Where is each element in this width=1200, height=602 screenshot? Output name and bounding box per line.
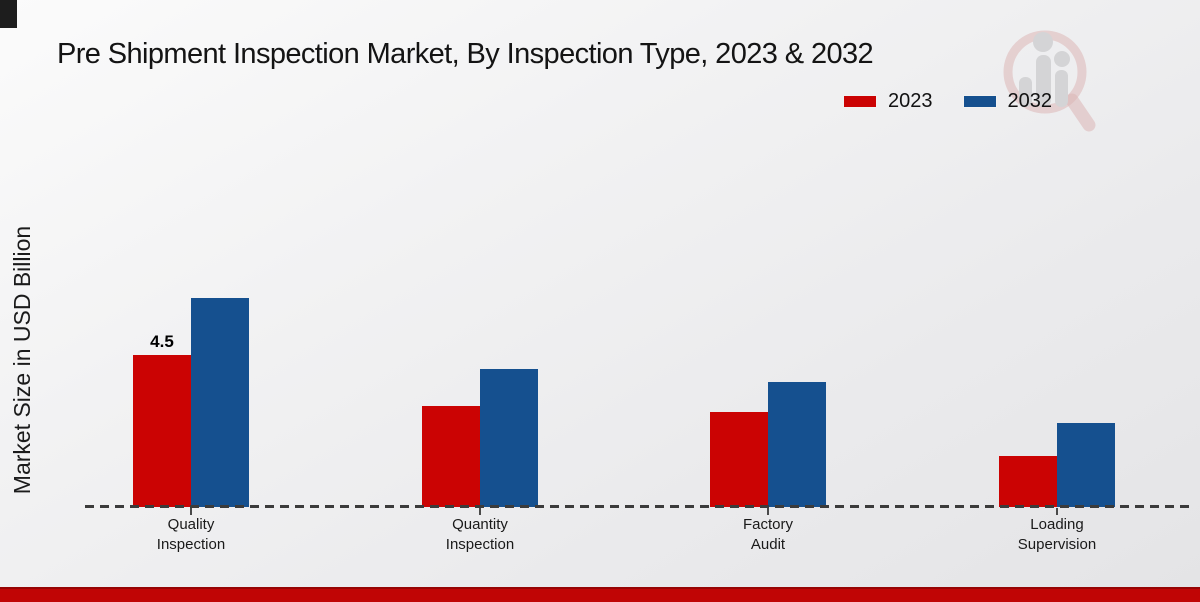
market-research-magnifier-logo-icon (1003, 30, 1096, 132)
axis-tick (190, 508, 192, 515)
legend: 2023 2032 (843, 90, 1052, 113)
legend-swatch-2032 (962, 95, 997, 108)
category-label: Quantity Inspection (445, 516, 515, 554)
category-label: Loading Supervision (1017, 516, 1097, 554)
bar-2032-1 (191, 298, 249, 507)
x-axis-line (85, 505, 1195, 508)
bar-2032-3 (768, 382, 826, 507)
footer-accent-bar (0, 587, 1200, 602)
legend-label: 2023 (888, 90, 933, 112)
legend-label: 2032 (1007, 90, 1053, 112)
chart-title: Pre Shipment Inspection Market, By Inspe… (57, 38, 874, 70)
axis-tick (1056, 508, 1058, 515)
corner-mark (0, 0, 17, 28)
category-label: Factory Audit (742, 516, 793, 554)
legend-swatch-2023 (843, 95, 877, 108)
bar-2032-4 (1057, 423, 1115, 507)
legend-item-2023: 2023 (843, 90, 933, 113)
axis-tick (767, 508, 769, 515)
bar-2023-3 (710, 412, 768, 507)
bar-2032-2 (480, 369, 538, 507)
bar-2023-1 (133, 355, 191, 507)
bar-value-label: 4.5 (150, 332, 174, 351)
axis-tick (479, 508, 481, 515)
legend-item-2032: 2032 (962, 90, 1053, 113)
bar-2023-2 (422, 406, 480, 507)
category-label: Quality Inspection (156, 516, 226, 554)
bar-2023-4 (999, 456, 1057, 507)
